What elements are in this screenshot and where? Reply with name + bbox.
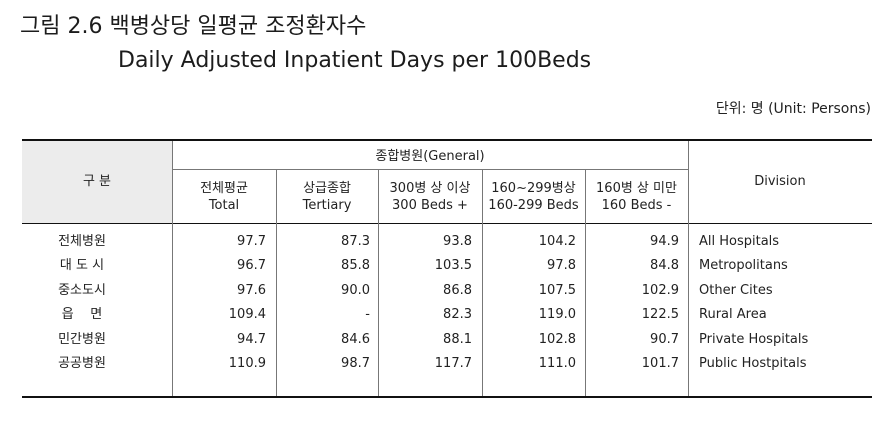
value-160-299-beds: 119.0 bbox=[538, 307, 576, 322]
row-label-english: Private Hospitals bbox=[699, 332, 809, 347]
value-300-beds: 117.7 bbox=[434, 356, 472, 371]
value-total: 97.6 bbox=[237, 283, 266, 298]
value-160-beds-minus: 122.5 bbox=[641, 307, 679, 322]
general-header: 종합병원(General) bbox=[375, 149, 485, 164]
value-160-beds-minus: 101.7 bbox=[641, 356, 679, 371]
value-tertiary: 85.8 bbox=[341, 258, 370, 273]
col-divider bbox=[585, 170, 586, 396]
row-label-english: Rural Area bbox=[699, 307, 767, 322]
row-label-korean: 공공병원 bbox=[58, 356, 106, 371]
division-header: Division bbox=[754, 174, 806, 189]
value-total: 97.7 bbox=[237, 234, 266, 249]
value-160-299-beds: 102.8 bbox=[538, 332, 576, 347]
row-label-korean: 중소도시 bbox=[58, 283, 106, 298]
column-header-tertiary: 상급종합 Tertiary bbox=[302, 181, 352, 213]
row-label-english: Other Cites bbox=[699, 283, 773, 298]
value-total: 94.7 bbox=[237, 332, 266, 347]
row-label-korean: 대 도 시 bbox=[59, 258, 105, 273]
col-divider bbox=[172, 141, 173, 396]
value-300-beds: 93.8 bbox=[443, 234, 472, 249]
value-300-beds: 103.5 bbox=[434, 258, 472, 273]
value-total: 109.4 bbox=[228, 307, 266, 322]
general-group-rule bbox=[172, 169, 688, 170]
column-header-160-beds-minus: 160병 상 미만 160 Beds - bbox=[596, 181, 677, 213]
col-divider bbox=[482, 170, 483, 396]
col-divider bbox=[276, 170, 277, 396]
figure-title-english: Daily Adjusted Inpatient Days per 100Bed… bbox=[118, 48, 592, 73]
row-label-english: All Hospitals bbox=[699, 234, 780, 249]
value-160-299-beds: 107.5 bbox=[538, 283, 576, 298]
group-header-background bbox=[22, 141, 172, 223]
col-divider bbox=[688, 141, 689, 396]
column-header-160-299-beds: 160~299병상 160-299 Beds bbox=[488, 181, 579, 213]
row-label-korean: 전체병원 bbox=[58, 234, 106, 249]
row-label-english: Metropolitans bbox=[699, 258, 788, 273]
value-300-beds: 88.1 bbox=[443, 332, 472, 347]
value-tertiary: 87.3 bbox=[341, 234, 370, 249]
value-total: 110.9 bbox=[228, 356, 266, 371]
value-tertiary: 90.0 bbox=[341, 283, 370, 298]
unit-label: 단위: 명 (Unit: Persons) bbox=[715, 101, 871, 117]
group-header: 구 분 bbox=[82, 174, 112, 189]
value-tertiary: 98.7 bbox=[341, 356, 370, 371]
figure-title-korean: 그림 2.6 백병상당 일평균 조정환자수 bbox=[20, 14, 367, 39]
row-label-korean: 읍 면 bbox=[61, 307, 103, 322]
row-label-english: Public Hostpitals bbox=[699, 356, 807, 371]
value-total: 96.7 bbox=[237, 258, 266, 273]
column-header-300-beds: 300병 상 이상 300 Beds + bbox=[389, 181, 471, 213]
value-160-beds-minus: 84.8 bbox=[650, 258, 679, 273]
column-header-total: 전체평균 Total bbox=[200, 181, 248, 213]
value-160-299-beds: 97.8 bbox=[547, 258, 576, 273]
value-160-beds-minus: 102.9 bbox=[641, 283, 679, 298]
value-160-299-beds: 104.2 bbox=[538, 234, 576, 249]
table-bottom-rule bbox=[22, 396, 872, 398]
col-divider bbox=[378, 170, 379, 396]
value-tertiary: - bbox=[365, 307, 370, 322]
value-300-beds: 82.3 bbox=[443, 307, 472, 322]
table-top-rule bbox=[22, 139, 872, 141]
value-160-299-beds: 111.0 bbox=[538, 356, 576, 371]
row-label-korean: 민간병원 bbox=[58, 332, 106, 347]
value-160-beds-minus: 90.7 bbox=[650, 332, 679, 347]
value-tertiary: 84.6 bbox=[341, 332, 370, 347]
header-bottom-rule bbox=[22, 223, 872, 224]
value-160-beds-minus: 94.9 bbox=[650, 234, 679, 249]
value-300-beds: 86.8 bbox=[443, 283, 472, 298]
